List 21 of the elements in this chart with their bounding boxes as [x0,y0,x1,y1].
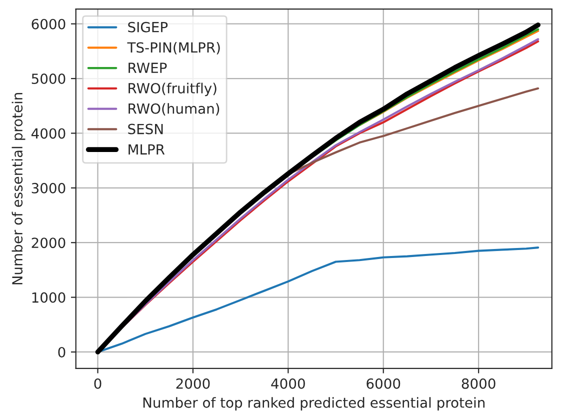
x-tick-label: 0 [94,378,102,389]
y-tick-label: 0 [58,346,66,358]
y-tick-label: 6000 [32,18,66,30]
y-tick-label: 4000 [31,128,66,139]
y-tick-label: 3000 [32,182,66,194]
y-axis-title: Number of essential protein [12,93,26,284]
legend-label: RWO(human) [128,103,220,116]
x-tick-label: 6000 [366,378,400,389]
legend-label: RWO(fruitfly) [128,82,216,96]
x-tick-label: 2000 [176,378,210,389]
x-axis-title: Number of top ranked predicted essential protein [143,397,485,411]
legend-label: MLPR [128,144,165,154]
legend-label: SESN [128,124,163,134]
x-tick-label: 8000 [462,378,496,389]
legend-label: SIGEP [128,22,168,32]
x-tick-label: 4000 [271,378,305,389]
y-tick-label: 5000 [32,74,66,84]
y-tick-label: 1000 [32,292,66,303]
legend-label: RWEP [128,62,167,73]
y-tick-label: 2000 [32,238,66,248]
legend-label: TS-PIN(MLPR) [127,42,220,54]
